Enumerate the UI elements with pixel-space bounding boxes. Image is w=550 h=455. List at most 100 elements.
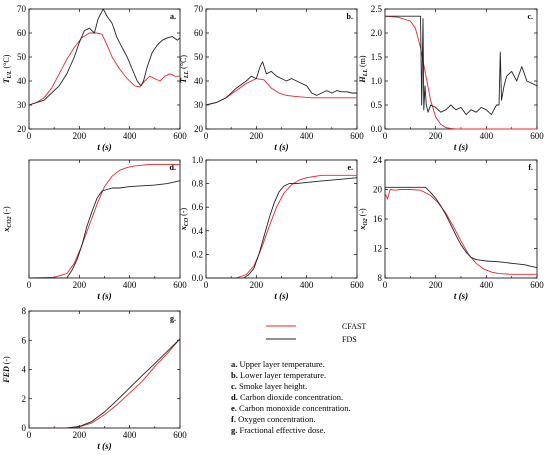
y-tick-label: 0.6 xyxy=(192,202,204,212)
y-axis-label-main: T xyxy=(2,77,11,83)
x-axis-label: t (s) xyxy=(97,291,111,301)
plot-frame xyxy=(28,310,181,429)
y-axis-label-main: FED xyxy=(2,366,11,384)
x-axis-label: t (s) xyxy=(274,142,288,152)
caption-g: g. Fractional effective dose. xyxy=(231,425,326,435)
y-tick-label: 6 xyxy=(22,335,27,345)
x-tick-label: 200 xyxy=(73,131,87,141)
x-tick-label: 400 xyxy=(123,430,137,440)
caption-c: c. Smoke layer height. xyxy=(231,381,307,391)
panel-label: d. xyxy=(170,163,176,172)
y-tick-label: 24 xyxy=(373,155,383,165)
panel-label: f. xyxy=(528,163,533,172)
y-axis-label-unit: (-) xyxy=(2,206,11,216)
y-tick-label: 0.2 xyxy=(192,249,203,259)
y-tick-label: 1.5 xyxy=(371,52,383,62)
series-line-cfast xyxy=(384,189,537,275)
x-tick-label: 200 xyxy=(250,280,264,290)
x-tick-label: 0 xyxy=(27,131,32,141)
chart-panel-c: 0 200 400 600 0.0 0.5 1.0 1.5 2.0 2.5 t (s) HLL (m)… xyxy=(358,4,544,152)
y-tick-label: 2.5 xyxy=(371,4,383,14)
plot-frame xyxy=(384,159,538,279)
y-axis-label: TLL (°C) xyxy=(179,55,190,83)
y-tick-label: 0.0 xyxy=(371,124,383,134)
x-axis-label: t (s) xyxy=(274,291,288,301)
y-axis-label-sub: LL xyxy=(184,70,190,79)
x-tick-label: 400 xyxy=(300,131,314,141)
y-tick-label: 0.8 xyxy=(192,179,204,189)
y-axis-label-unit: (m) xyxy=(358,55,367,69)
y-tick-label: 30 xyxy=(17,100,27,110)
plot-frame xyxy=(28,8,181,130)
y-axis-label-main: x xyxy=(2,228,11,233)
y-axis-label-sub: CO xyxy=(184,217,190,226)
series-line-fds xyxy=(385,186,538,269)
series-line-cfast xyxy=(28,338,181,429)
caption-e: e. Carbon monoxide concentration. xyxy=(231,403,351,413)
y-tick-label: 0 xyxy=(22,423,27,433)
x-tick-label: 400 xyxy=(123,131,137,141)
x-tick-label: 0 xyxy=(27,280,32,290)
y-axis-label-unit: (-) xyxy=(2,356,11,366)
x-tick-label: 200 xyxy=(250,131,264,141)
y-tick-label: 2 xyxy=(22,394,27,404)
caption-d: d. Carbon dioxide concentration. xyxy=(231,392,343,402)
series-line-cfast xyxy=(205,78,357,106)
series-line-fds xyxy=(385,15,538,116)
series-line-cfast xyxy=(28,163,180,279)
x-tick-label: 600 xyxy=(350,131,364,141)
y-axis-label-sub: CO2 xyxy=(7,216,13,227)
y-axis-label-main: x xyxy=(358,226,367,231)
series-line-cfast xyxy=(28,32,180,106)
y-axis-label-sub: LL xyxy=(363,69,369,78)
y-axis-label-unit: (°C) xyxy=(2,54,11,70)
x-tick-label: 0 xyxy=(204,280,209,290)
chart-panel-f: 0 200 400 600 8 12 16 20 24 t (s) xO2 (-) f. xyxy=(358,155,544,301)
x-tick-label: 600 xyxy=(173,131,187,141)
y-axis-label-sub: UL xyxy=(7,70,13,78)
plot-frame xyxy=(28,159,181,279)
x-axis-label: t (s) xyxy=(454,142,468,152)
series-line-fds xyxy=(28,8,181,106)
y-axis-label: HLL (m) xyxy=(358,55,369,83)
y-tick-label: 1.0 xyxy=(192,155,204,165)
plot-frame xyxy=(384,8,538,130)
y-axis-label: FED (-) xyxy=(2,356,11,384)
y-axis-label-unit: (°C) xyxy=(179,55,188,71)
x-tick-label: 400 xyxy=(480,131,494,141)
caption-f: f. Oxygen concentration. xyxy=(231,414,316,424)
caption-a: a. Upper layer temperature. xyxy=(231,359,325,369)
y-tick-label: 0.5 xyxy=(371,100,383,110)
series-line-fds xyxy=(205,61,357,106)
y-tick-label: 12 xyxy=(373,244,382,254)
legend-cfast-label: CFAST xyxy=(342,322,366,331)
y-tick-label: 1.0 xyxy=(371,76,383,86)
y-tick-label: 70 xyxy=(194,4,204,14)
y-tick-label: 60 xyxy=(17,28,27,38)
panel-label: b. xyxy=(347,12,353,21)
x-tick-label: 200 xyxy=(73,430,87,440)
x-tick-label: 200 xyxy=(429,131,443,141)
x-tick-label: 600 xyxy=(173,280,187,290)
chart-panel-g: 0 200 400 600 0 2 4 6 8 t (s) FED (-) g. xyxy=(2,306,187,451)
y-tick-label: 0.4 xyxy=(192,226,204,236)
y-tick-label: 50 xyxy=(17,52,27,62)
x-tick-label: 0 xyxy=(383,280,388,290)
x-tick-label: 0 xyxy=(27,430,32,440)
x-tick-label: 600 xyxy=(173,430,187,440)
x-tick-label: 0 xyxy=(204,131,209,141)
y-tick-label: 16 xyxy=(373,214,383,224)
y-tick-label: 60 xyxy=(194,28,204,38)
x-tick-label: 600 xyxy=(530,131,544,141)
x-tick-label: 400 xyxy=(300,280,314,290)
y-tick-label: 2.0 xyxy=(371,28,383,38)
y-axis-label-unit: (-) xyxy=(179,208,188,218)
panel-label: c. xyxy=(527,12,533,21)
y-axis-label-main: H xyxy=(358,76,367,84)
series-line-cfast xyxy=(206,174,357,279)
y-axis-label-main: T xyxy=(179,77,188,83)
y-tick-label: 40 xyxy=(194,76,204,86)
x-tick-label: 0 xyxy=(383,131,388,141)
panel-label: a. xyxy=(170,12,176,21)
